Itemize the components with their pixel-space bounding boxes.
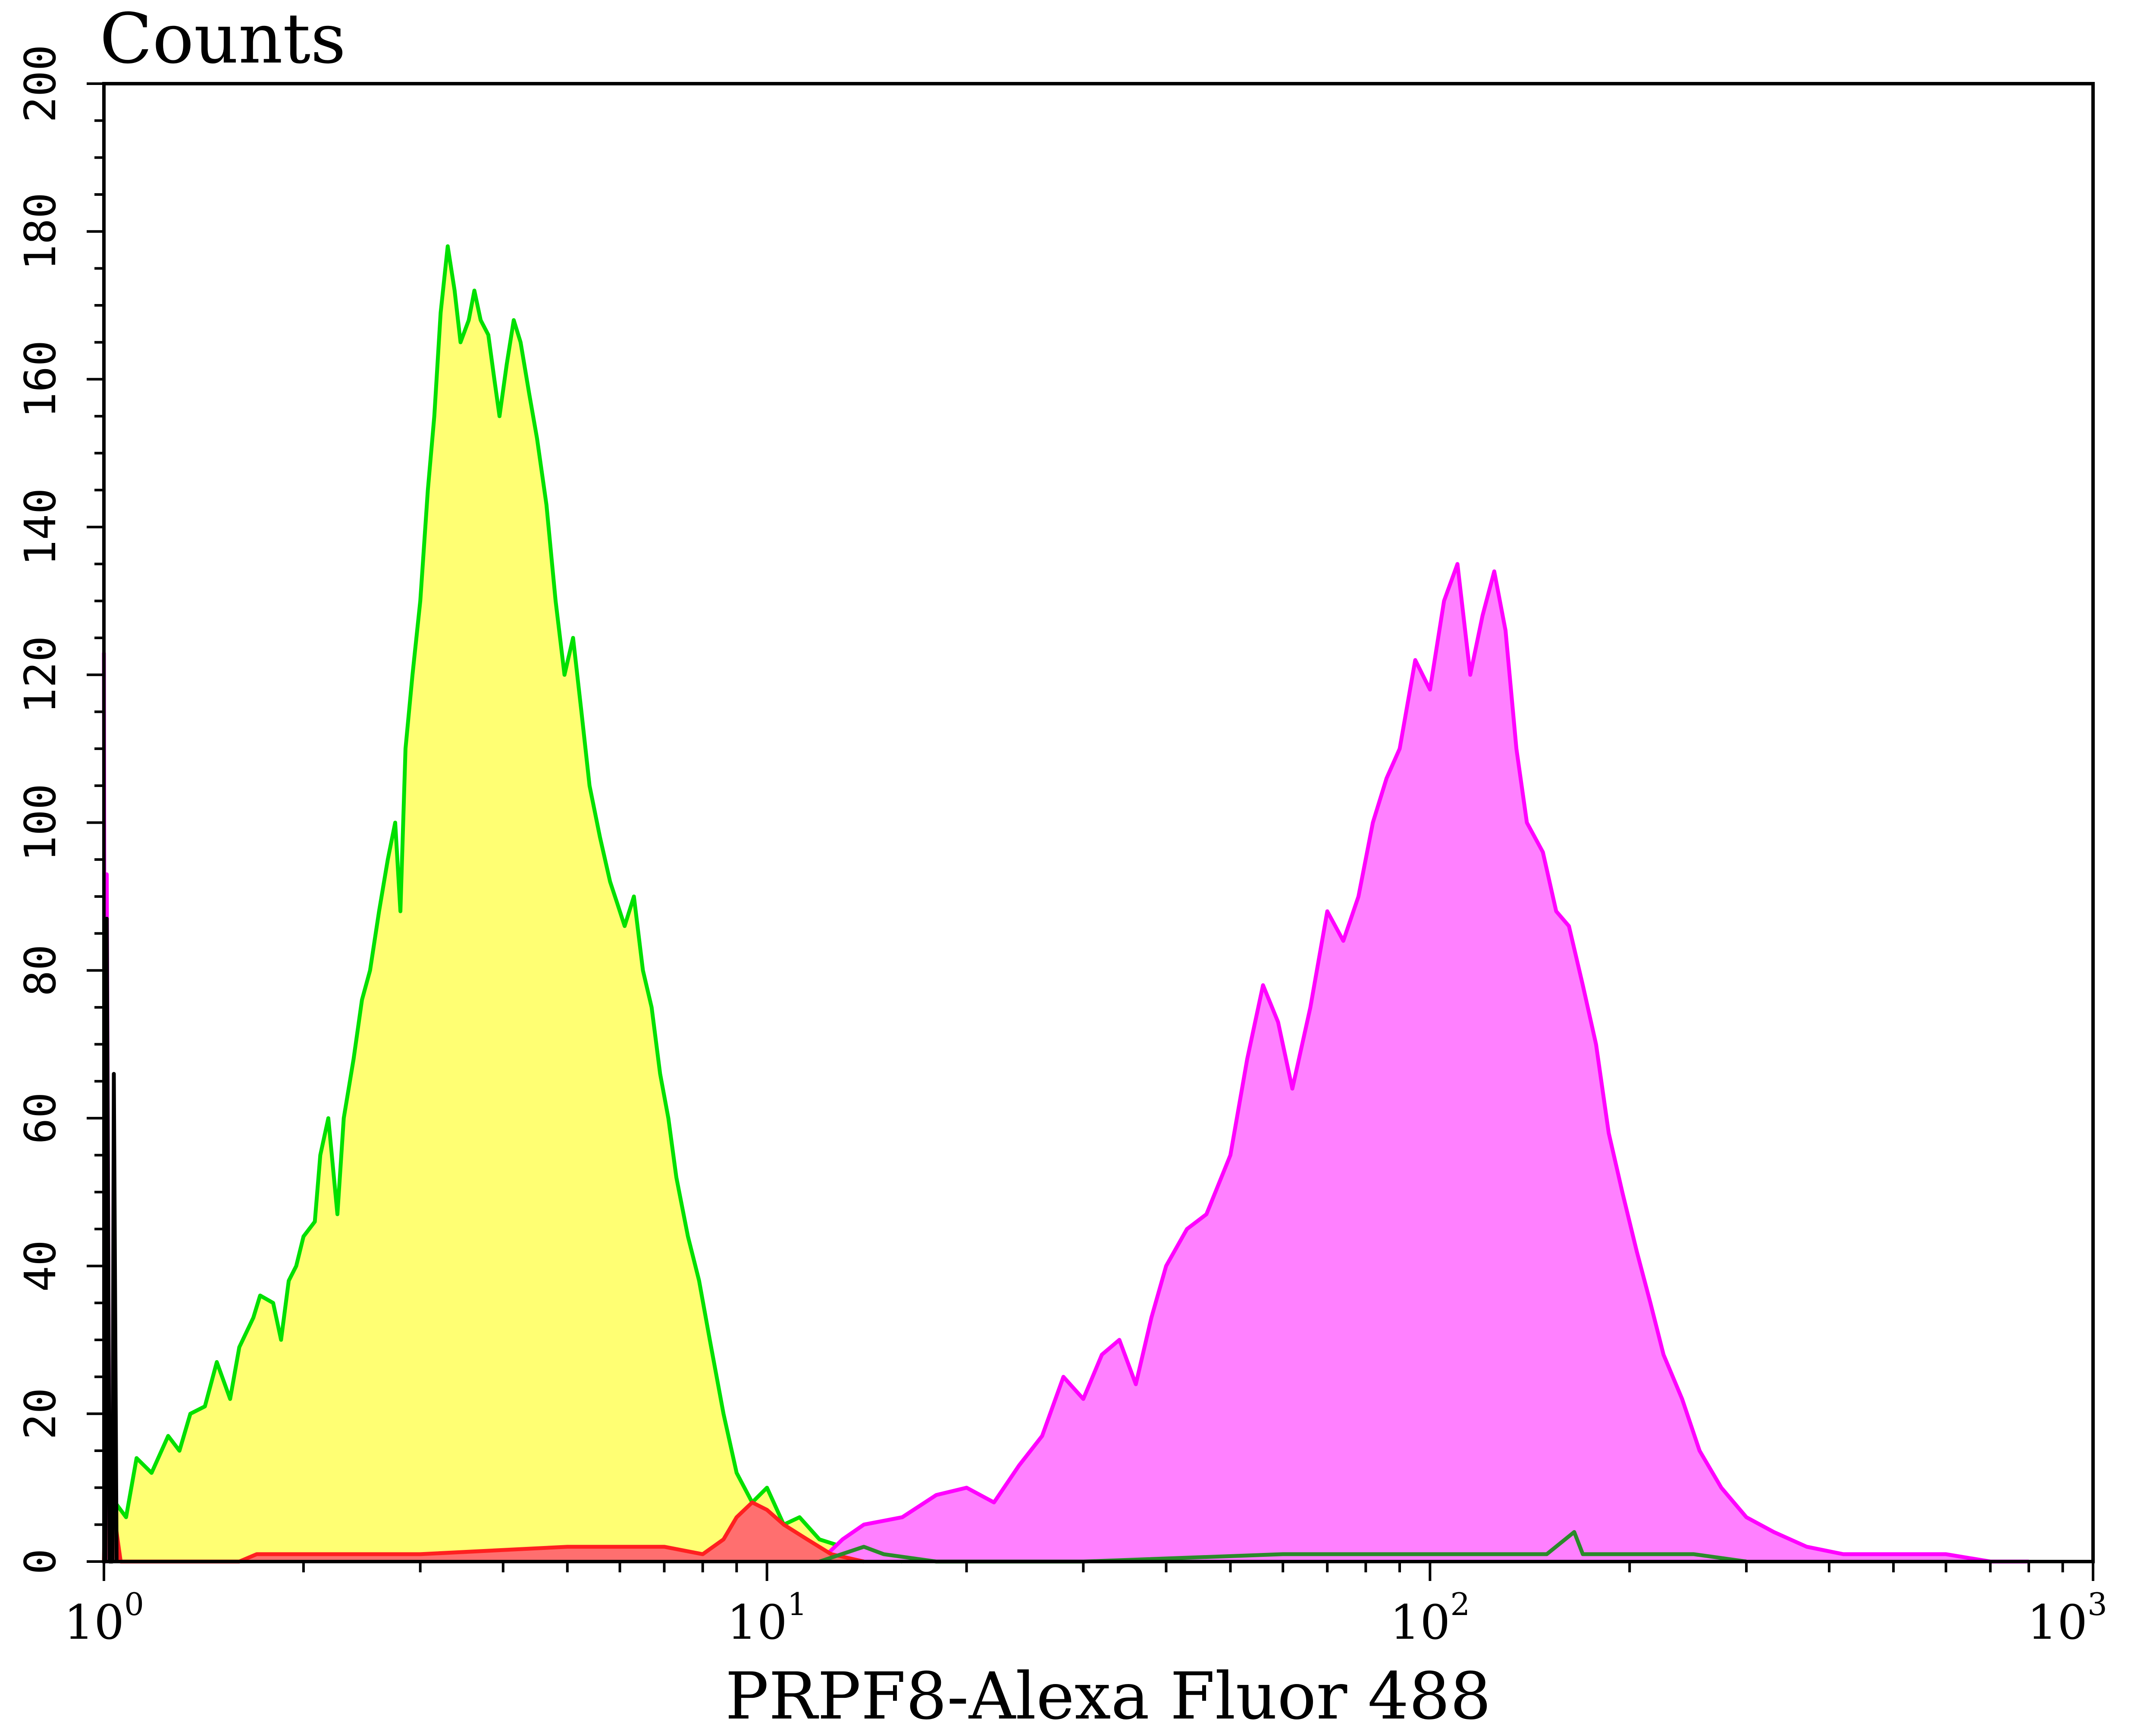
x-tick-exponent: 0 [124, 1586, 144, 1622]
x-tick-base: 10 [727, 1595, 787, 1650]
y-tick-label: 80 [15, 944, 66, 996]
x-tick-base: 10 [2027, 1595, 2087, 1650]
y-tick-label: 40 [15, 1240, 66, 1292]
series-1-fill [819, 564, 2029, 1562]
y-axis-title: Counts [100, 0, 346, 79]
x-tick-base: 10 [64, 1595, 124, 1650]
series-2-fill [104, 1377, 864, 1562]
series-0-line [102, 244, 903, 1564]
x-tick-label: 102 [1390, 1586, 1470, 1650]
y-tick-label: 120 [15, 636, 66, 714]
y-tick-label: 200 [15, 45, 66, 123]
x-tick-exponent: 1 [787, 1586, 807, 1622]
x-tick-base: 10 [1390, 1595, 1450, 1650]
y-tick-label: 160 [15, 340, 66, 418]
y-tick-label: 100 [15, 784, 66, 862]
y-tick-label: 140 [15, 488, 66, 566]
x-axis-title: PRPF8-Alexa Fluor 488 [725, 1659, 1491, 1725]
series-0-fill [104, 246, 903, 1562]
y-tick-label: 0 [15, 1549, 66, 1574]
y-tick-label: 180 [15, 192, 66, 270]
x-tick-label: 100 [64, 1586, 144, 1650]
series-3-line [818, 1530, 1747, 1564]
x-tick-label: 103 [2027, 1586, 2107, 1650]
y-tick-label: 60 [15, 1092, 66, 1144]
x-tick-label: 101 [727, 1586, 807, 1650]
x-tick-exponent: 3 [2087, 1586, 2107, 1622]
y-tick-label: 20 [15, 1388, 66, 1440]
series-1-line [818, 562, 2029, 1564]
x-tick-exponent: 2 [1450, 1586, 1470, 1622]
